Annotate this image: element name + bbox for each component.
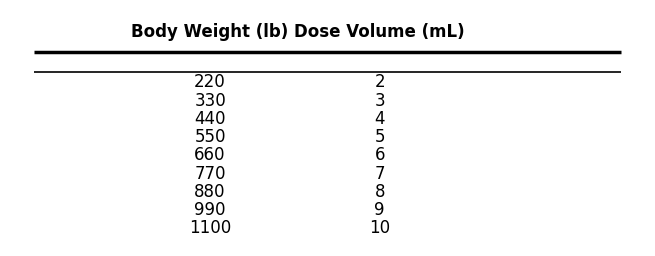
- Text: 220: 220: [195, 73, 226, 91]
- Text: 330: 330: [195, 92, 226, 110]
- Text: 2: 2: [375, 73, 385, 91]
- Text: 1100: 1100: [189, 219, 231, 237]
- Text: 5: 5: [375, 128, 385, 146]
- Text: Body Weight (lb): Body Weight (lb): [132, 23, 289, 41]
- Text: 440: 440: [195, 110, 226, 128]
- Text: 10: 10: [369, 219, 390, 237]
- Text: 6: 6: [375, 146, 385, 164]
- Text: 990: 990: [195, 201, 226, 219]
- Text: 7: 7: [375, 165, 385, 183]
- Text: 8: 8: [375, 183, 385, 201]
- Text: 3: 3: [375, 92, 385, 110]
- Text: 770: 770: [195, 165, 226, 183]
- Text: 9: 9: [375, 201, 385, 219]
- Text: 550: 550: [195, 128, 226, 146]
- Text: 660: 660: [195, 146, 226, 164]
- Text: 880: 880: [195, 183, 226, 201]
- Text: 4: 4: [375, 110, 385, 128]
- Text: Dose Volume (mL): Dose Volume (mL): [294, 23, 465, 41]
